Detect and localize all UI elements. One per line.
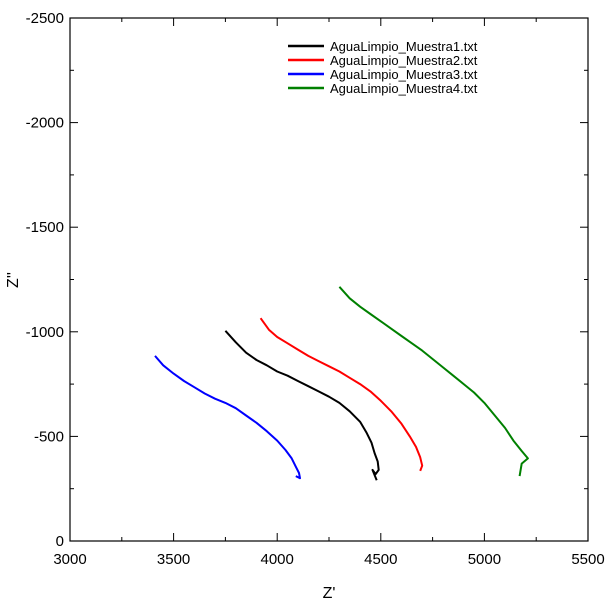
- x-tick-label: 4500: [364, 551, 397, 568]
- legend-label-3: AguaLimpio_Muestra3.txt: [330, 67, 478, 82]
- series-line-4: [338, 286, 529, 477]
- x-tick-label: 5000: [468, 551, 501, 568]
- series-line-3: [154, 355, 301, 480]
- legend-label-1: AguaLimpio_Muestra1.txt: [330, 39, 478, 54]
- legend-label-4: AguaLimpio_Muestra4.txt: [330, 81, 478, 96]
- plot-area: [69, 17, 589, 542]
- y-tick-label: -500: [34, 428, 64, 445]
- x-tick-label: 3000: [53, 551, 86, 568]
- x-tick-label: 4000: [261, 551, 294, 568]
- y-tick-label: -2500: [26, 10, 64, 27]
- y-tick-label: 0: [56, 533, 64, 550]
- y-tick-label: -1500: [26, 219, 64, 236]
- y-tick-label: -1000: [26, 324, 64, 341]
- series-lines: [154, 286, 529, 481]
- x-tick-label: 5500: [571, 551, 604, 568]
- legend: AguaLimpio_Muestra1.txtAguaLimpio_Muestr…: [288, 39, 478, 96]
- x-axis-label: Z': [323, 585, 336, 602]
- series-line-1: [224, 330, 380, 481]
- y-axis-label: Z'': [5, 272, 22, 288]
- ticks: 3000 3500 4000 4500 5000 5500 0 -500 -1000 -1500 -…: [26, 10, 605, 568]
- legend-label-2: AguaLimpio_Muestra2.txt: [330, 53, 478, 68]
- series-line-2: [259, 317, 424, 472]
- x-tick-label: 3500: [157, 551, 190, 568]
- y-tick-label: -2000: [26, 115, 64, 132]
